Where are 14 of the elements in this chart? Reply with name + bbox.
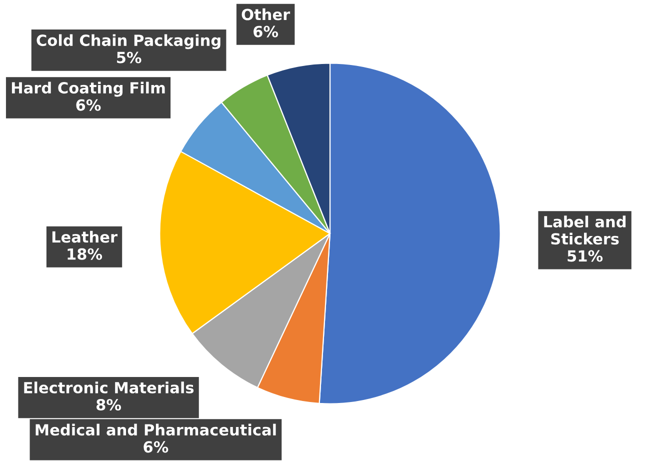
- data-label: 6%: [144, 441, 168, 453]
- slice-label: Leather: [52, 230, 118, 243]
- slice-label: Cold Chain Packaging: [36, 34, 220, 50]
- data-label: 6%: [254, 26, 278, 38]
- data-label: 5%: [117, 52, 142, 64]
- data-label: 51%: [568, 250, 603, 262]
- data-label: 6%: [76, 99, 101, 111]
- data-label: 8%: [96, 398, 122, 411]
- slice-label: Label and Stickers: [544, 216, 626, 245]
- slice-label: Other: [242, 8, 290, 20]
- slice-label: Medical and Pharmaceutical: [36, 424, 276, 436]
- slice-label: Electronic Materials: [24, 382, 194, 394]
- data-label: 18%: [68, 248, 102, 260]
- slice-label: Hard Coating Film: [12, 82, 165, 97]
